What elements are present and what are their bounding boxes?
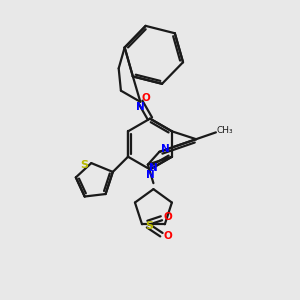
Text: O: O — [141, 93, 150, 103]
Text: N: N — [146, 170, 154, 180]
Text: N: N — [149, 163, 158, 172]
Text: N: N — [161, 144, 170, 154]
Text: O: O — [163, 231, 172, 241]
Text: CH₃: CH₃ — [217, 126, 233, 135]
Text: S: S — [81, 160, 89, 170]
Text: N: N — [136, 102, 145, 112]
Text: O: O — [163, 212, 172, 222]
Text: S: S — [146, 221, 154, 231]
